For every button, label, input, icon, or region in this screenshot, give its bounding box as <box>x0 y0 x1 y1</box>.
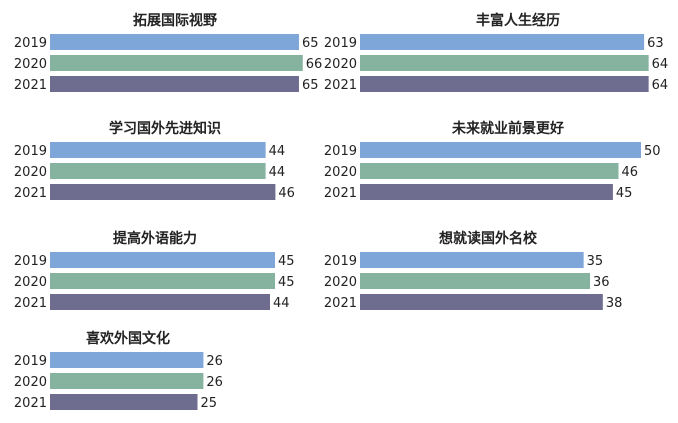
year-label: 2019 <box>324 36 357 51</box>
year-label: 2020 <box>14 165 47 180</box>
year-label: 2021 <box>324 78 357 93</box>
value-label: 44 <box>269 165 286 180</box>
value-label: 36 <box>593 275 610 290</box>
bar-2019 <box>360 142 641 158</box>
year-label: 2019 <box>14 254 47 269</box>
bar-2019 <box>50 34 299 50</box>
bar-2020 <box>50 163 266 179</box>
year-label: 2019 <box>14 144 47 159</box>
bar-2021 <box>360 76 649 92</box>
panel-title: 未来就业前景更好 <box>452 120 564 137</box>
bar-2021 <box>50 76 299 92</box>
year-label: 2020 <box>324 275 357 290</box>
year-label: 2019 <box>14 354 47 369</box>
value-label: 38 <box>606 296 623 311</box>
year-label: 2021 <box>14 396 47 411</box>
panel-title: 丰富人生经历 <box>476 12 560 29</box>
value-label: 45 <box>278 275 295 290</box>
bar-2020 <box>50 373 204 389</box>
year-label: 2020 <box>324 57 357 72</box>
panel-title: 喜欢外国文化 <box>86 330 170 347</box>
year-label: 2020 <box>14 275 47 290</box>
bar-2019 <box>50 352 204 368</box>
bar-2019 <box>50 252 275 268</box>
bar-2020 <box>360 55 649 71</box>
panel-title: 拓展国际视野 <box>133 12 217 29</box>
bar-2021 <box>360 294 603 310</box>
value-label: 46 <box>622 165 639 180</box>
bar-2021 <box>50 394 198 410</box>
bar-2019 <box>360 252 584 268</box>
value-label: 26 <box>206 375 223 390</box>
year-label: 2019 <box>324 254 357 269</box>
year-label: 2021 <box>14 186 47 201</box>
bar-2021 <box>360 184 613 200</box>
value-label: 63 <box>647 36 664 51</box>
bar-2020 <box>360 273 591 289</box>
value-label: 44 <box>273 296 290 311</box>
value-label: 25 <box>201 396 218 411</box>
value-label: 44 <box>269 144 286 159</box>
bar-2020 <box>50 273 275 289</box>
bar-2019 <box>50 142 266 158</box>
value-label: 46 <box>278 186 295 201</box>
bar-2020 <box>50 55 303 71</box>
year-label: 2021 <box>14 78 47 93</box>
year-label: 2020 <box>324 165 357 180</box>
year-label: 2019 <box>324 144 357 159</box>
year-label: 2021 <box>324 186 357 201</box>
bar-2019 <box>360 34 645 50</box>
value-label: 65 <box>302 36 319 51</box>
value-label: 64 <box>652 57 669 72</box>
year-label: 2019 <box>14 36 47 51</box>
year-label: 2021 <box>14 296 47 311</box>
value-label: 66 <box>306 57 323 72</box>
value-label: 35 <box>587 254 604 269</box>
panel-title: 学习国外先进知识 <box>109 120 221 137</box>
value-label: 45 <box>278 254 295 269</box>
bar-2020 <box>360 163 619 179</box>
bar-2021 <box>50 294 270 310</box>
year-label: 2020 <box>14 57 47 72</box>
panel-title: 提高外语能力 <box>113 230 197 247</box>
value-label: 45 <box>616 186 633 201</box>
year-label: 2020 <box>14 375 47 390</box>
value-label: 65 <box>302 78 319 93</box>
year-label: 2021 <box>324 296 357 311</box>
bar-2021 <box>50 184 276 200</box>
value-label: 64 <box>652 78 669 93</box>
panel-title: 想就读国外名校 <box>438 230 538 247</box>
value-label: 50 <box>644 144 661 159</box>
value-label: 26 <box>206 354 223 369</box>
